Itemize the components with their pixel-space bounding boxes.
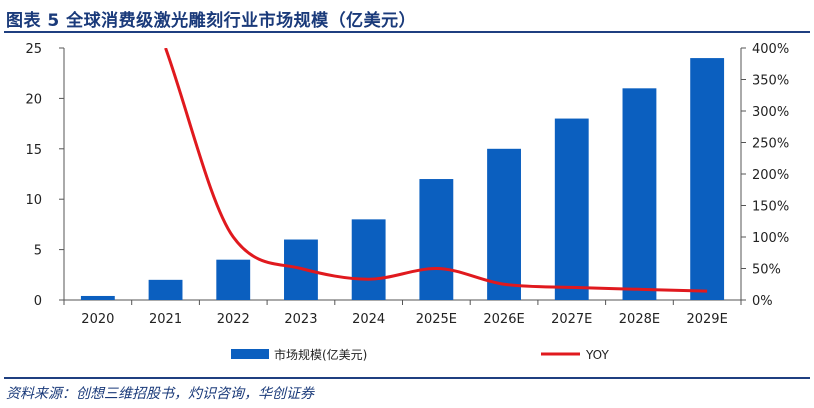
x-tick-label: 2028E	[619, 312, 660, 327]
yoy-line	[164, 48, 708, 293]
title-divider	[4, 31, 810, 33]
y2-tick-label: 400%	[752, 42, 789, 57]
x-tick-label: 2022	[217, 312, 250, 327]
y-tick-label: 20	[25, 92, 42, 107]
x-tick-label: 2023	[284, 312, 317, 327]
y-tick-label: 15	[25, 143, 42, 158]
y2-tick-label: 350%	[752, 74, 789, 89]
y-tick-label: 0	[34, 294, 42, 309]
source-note: 资料来源：创想三维招股书，灼识咨询，华创证券	[6, 386, 314, 402]
bar	[690, 58, 725, 300]
y-tick-label: 25	[25, 42, 42, 57]
y2-tick-label: 250%	[752, 137, 789, 152]
y2-tick-label: 50%	[752, 263, 781, 278]
legend-label-bar: 市场规模(亿美元)	[274, 347, 367, 362]
bar	[216, 259, 251, 300]
bar	[622, 88, 657, 300]
figure-title-bar: 图表 5 全球消费级激光雕刻行业市场规模（亿美元）	[4, 2, 810, 32]
y-tick-label: 5	[34, 244, 42, 259]
y2-tick-label: 300%	[752, 105, 789, 120]
x-tick-label: 2029E	[686, 312, 727, 327]
x-tick-label: 2027E	[551, 312, 592, 327]
x-tick-label: 2021	[149, 312, 182, 327]
bar	[351, 219, 386, 300]
figure-title: 图表 5 全球消费级激光雕刻行业市场规模（亿美元）	[6, 11, 417, 31]
y2-tick-label: 200%	[752, 168, 789, 183]
bar	[554, 118, 589, 300]
bar	[419, 179, 454, 300]
y2-tick-label: 150%	[752, 200, 789, 215]
legend-swatch-bar	[231, 349, 269, 359]
bar	[148, 279, 183, 300]
x-tick-label: 2024	[352, 312, 385, 327]
bar	[487, 148, 521, 300]
y2-tick-label: 100%	[752, 231, 789, 246]
x-tick-label: 2026E	[483, 312, 524, 327]
bar	[80, 295, 115, 300]
legend-label-line: YOY	[585, 348, 609, 362]
x-tick-label: 2025E	[416, 312, 457, 327]
y2-tick-label: 0%	[752, 294, 773, 309]
y-tick-label: 10	[25, 193, 42, 208]
x-tick-label: 2020	[81, 312, 114, 327]
source-divider	[4, 377, 810, 379]
